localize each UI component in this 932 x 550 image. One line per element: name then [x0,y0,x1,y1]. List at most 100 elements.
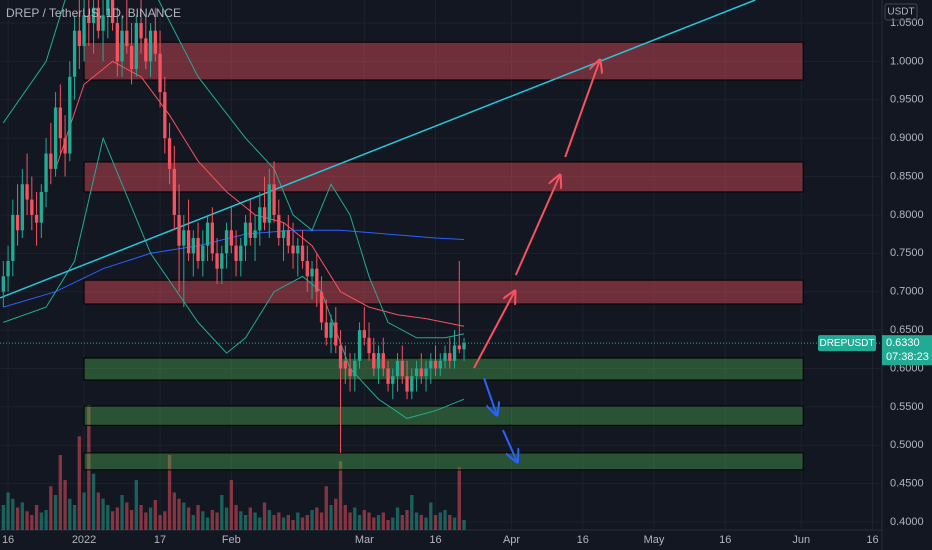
candle-body [224,230,229,254]
candle-body [343,360,347,369]
volume-bar [286,515,290,530]
candle-body [319,291,324,323]
zone [83,452,804,471]
volume-bar [448,515,452,530]
volume-bar [334,498,338,530]
candle-body [30,199,34,215]
volume-bar [30,515,34,530]
candle-body [110,0,115,24]
candle-body [348,368,352,377]
volume-bar [101,498,105,530]
volume-bar [372,517,376,530]
symbol-tag [818,335,876,352]
volume-bar [129,510,134,530]
candle-body [277,214,281,238]
candle-body [243,222,248,246]
x-tick-label: 16 [2,534,14,546]
y-tick-label: 1.0000 [890,55,924,67]
volume-bar [258,517,262,530]
volume-bar [229,480,233,530]
volume-bar [125,502,129,530]
volume-bar [433,515,438,530]
candle-body [324,322,328,338]
volume-bar [82,492,86,530]
currency: USDT [887,7,914,18]
candle-body [91,7,96,24]
volume-bar [177,498,181,530]
zone [83,405,804,426]
volume-bar [243,515,248,530]
candle-body [281,230,286,238]
candle-body [1,276,5,292]
volume-bar [163,511,167,530]
volume-bar [34,505,39,530]
candle-body [144,38,148,62]
candle-body [433,360,438,369]
countdown: 07:38:23 [886,351,929,363]
candle-body [419,368,423,377]
candle-body [315,268,319,292]
volume-bar [63,480,67,530]
candle-body [68,76,72,154]
candle-body [53,107,58,169]
x-tick-label: 16 [719,534,731,546]
candle-body [125,30,129,47]
volume-bar [134,480,138,530]
candle-body [300,245,305,262]
volume-bar [324,486,328,530]
candle-body [182,230,186,246]
currency-box [884,3,918,21]
candle-body [310,268,314,277]
volume-bar [77,436,81,530]
candle-body [15,214,20,231]
candle-body [338,345,343,369]
volume-bar [224,507,229,530]
volume-bar [191,515,195,530]
volume-bar [400,515,404,530]
volume-bar [220,495,224,530]
y-tick-label: 0.7500 [890,247,924,259]
candle-body [210,222,214,254]
candle-body [414,368,419,377]
volume-bar [210,510,214,530]
indicator-line [0,0,756,299]
indicator-line [3,136,465,419]
volume-bar [49,486,53,530]
zone [83,161,804,193]
volume-bar [253,512,257,530]
candle-body [172,168,176,215]
candle-body [77,30,81,47]
candle-body [139,23,143,39]
volume-bar [391,517,395,530]
candle-body [106,0,110,16]
candle-body [334,322,338,346]
volume-bar [172,492,176,530]
candle-body [258,207,262,231]
volume-bar [144,512,148,530]
volume-bar [186,507,191,530]
x-tick-label: 16 [429,534,441,546]
volume-bar [291,520,295,530]
candle-body [286,230,290,246]
volume-bar [39,512,43,530]
y-tick-label: 0.8000 [890,209,924,221]
x-tick-label: Feb [222,534,241,546]
volume-bar [44,510,48,530]
volume-bar [348,512,352,530]
volume-bar [272,515,276,530]
volume-bar [239,511,243,530]
volume-bar [139,505,143,530]
volume-bar [53,495,58,530]
volume-bar [72,505,77,530]
candle-body [448,353,452,361]
candle-body [163,92,167,139]
candle-body [34,214,39,223]
volume-bar [386,520,390,530]
y-tick-label: 0.8500 [890,170,924,182]
candle-body [462,343,466,350]
candle-body [220,253,224,269]
volume-bar [215,512,219,530]
indicator-line [2,0,465,339]
x-tick-label: 16 [866,534,878,546]
